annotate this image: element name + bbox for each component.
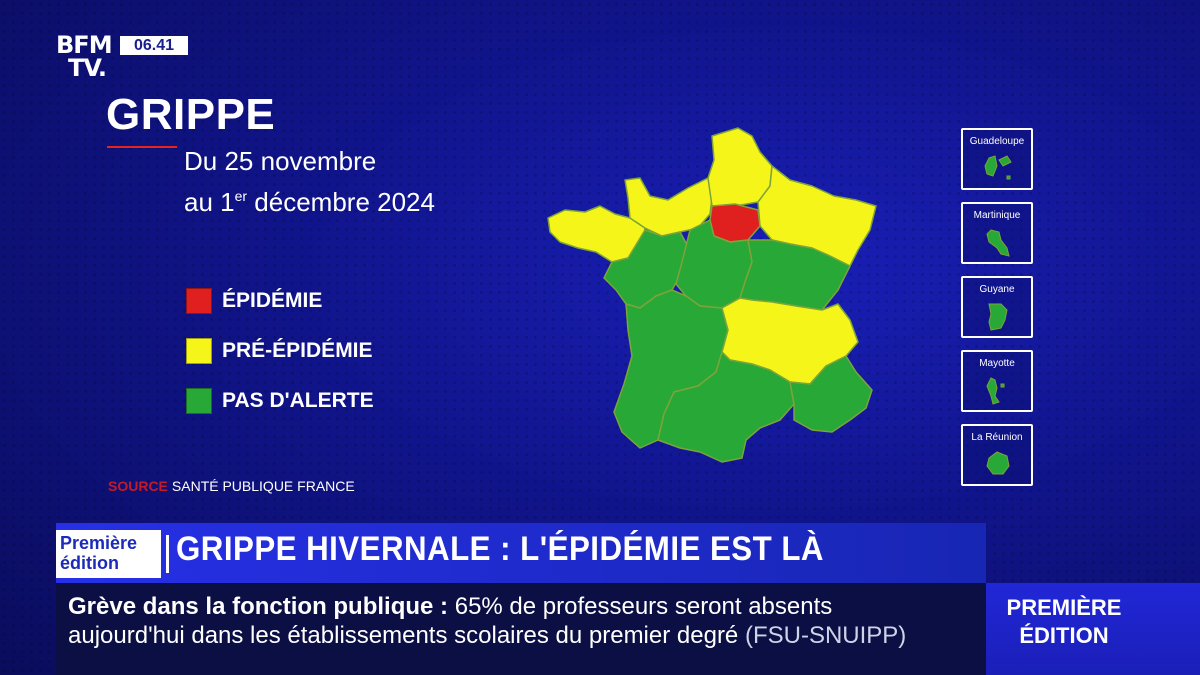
- ticker-line1-rest: 65% de professeurs seront absents: [448, 593, 832, 620]
- period-prefix: au 1: [184, 187, 235, 217]
- logo-line1: BFM: [56, 34, 112, 56]
- ticker-line2: aujourd'hui dans les établissements scol…: [68, 622, 906, 650]
- logo-line2: TV.: [56, 56, 112, 80]
- legend-swatch: [186, 388, 212, 414]
- show-tag-line1: Première: [60, 533, 161, 553]
- headline-separator: [166, 535, 169, 573]
- show-tag: Première édition: [56, 530, 161, 578]
- source-credit: SOURCESANTÉ PUBLIQUE FRANCE: [108, 478, 355, 494]
- period-line2: au 1er décembre 2024: [184, 179, 435, 220]
- overseas-label: La Réunion: [963, 432, 1031, 443]
- overseas-territories: Guadeloupe Martinique Guyane Mayotte La …: [961, 128, 1033, 498]
- ticker-topic: Grève dans la fonction publique :: [68, 593, 448, 620]
- show-tag-line2: édition: [60, 553, 161, 573]
- region-hauts-de-france: [708, 128, 772, 206]
- region-ile-de-france: [710, 204, 760, 242]
- overseas-label: Guadeloupe: [963, 136, 1031, 147]
- legend-item-pre-epidemie: PRÉ-ÉPIDÉMIE: [186, 338, 374, 364]
- period-suffix: décembre 2024: [247, 187, 435, 217]
- overseas-la-reunion: La Réunion: [961, 424, 1033, 486]
- brand-line1: PREMIÈRE: [1003, 594, 1125, 622]
- headline-text: GRIPPE HIVERNALE : L'ÉPIDÉMIE EST LÀ: [176, 530, 824, 569]
- overseas-label: Martinique: [963, 210, 1031, 221]
- overseas-mayotte: Mayotte: [961, 350, 1033, 412]
- overseas-guyane: Guyane: [961, 276, 1033, 338]
- title-underline: [107, 146, 177, 148]
- legend-swatch: [186, 338, 212, 364]
- legend-label: ÉPIDÉMIE: [222, 289, 322, 313]
- legend-item-epidemie: ÉPIDÉMIE: [186, 288, 374, 314]
- legend-label: PRÉ-ÉPIDÉMIE: [222, 339, 373, 363]
- period-text: Du 25 novembre au 1er décembre 2024: [184, 144, 435, 220]
- overseas-label: Guyane: [963, 284, 1031, 295]
- source-key: SOURCE: [108, 478, 168, 494]
- overseas-label: Mayotte: [963, 358, 1031, 369]
- guyane-shape: [981, 300, 1017, 334]
- ticker-source: (FSU-SNUIPP): [745, 622, 906, 649]
- graphic-title: GRIPPE: [106, 90, 275, 140]
- overseas-guadeloupe: Guadeloupe: [961, 128, 1033, 190]
- mayotte-shape: [981, 374, 1017, 408]
- guadeloupe-shape: [981, 152, 1017, 186]
- overseas-martinique: Martinique: [961, 202, 1033, 264]
- source-value: SANTÉ PUBLIQUE FRANCE: [172, 478, 355, 494]
- legend-label: PAS D'ALERTE: [222, 389, 374, 413]
- ticker-line2-main: aujourd'hui dans les établissements scol…: [68, 622, 745, 649]
- period-line1: Du 25 novembre: [184, 144, 435, 179]
- brand-line2: ÉDITION: [1003, 622, 1125, 650]
- legend-swatch: [186, 288, 212, 314]
- channel-logo: BFM TV.: [56, 34, 112, 80]
- period-sup: er: [235, 188, 247, 204]
- legend-item-pas-d-alerte: PAS D'ALERTE: [186, 388, 374, 414]
- france-map: [540, 120, 900, 500]
- clock: 06.41: [120, 36, 188, 55]
- program-brand: PREMIÈRE ÉDITION: [1003, 594, 1125, 650]
- ticker-line1: Grève dans la fonction publique : 65% de…: [68, 593, 832, 621]
- map-legend: ÉPIDÉMIE PRÉ-ÉPIDÉMIE PAS D'ALERTE: [186, 288, 374, 438]
- la-reunion-shape: [981, 448, 1017, 482]
- martinique-shape: [981, 226, 1017, 260]
